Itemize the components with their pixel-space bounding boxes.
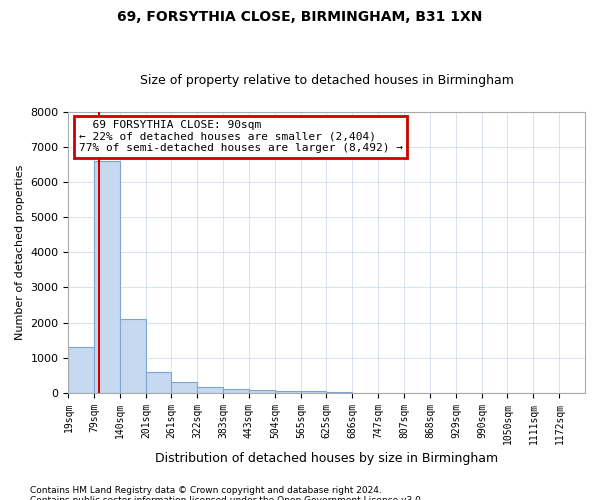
Bar [301,392,326,393]
Text: 69, FORSYTHIA CLOSE, BIRMINGHAM, B31 1XN: 69, FORSYTHIA CLOSE, BIRMINGHAM, B31 1XN [118,10,482,24]
Text: Contains HM Land Registry data © Crown copyright and database right 2024.: Contains HM Land Registry data © Crown c… [30,486,382,495]
Bar [275,391,301,393]
Bar [146,372,172,393]
Title: Size of property relative to detached houses in Birmingham: Size of property relative to detached ho… [140,74,514,87]
Bar [94,161,120,393]
Bar [172,382,197,393]
Bar [249,390,275,393]
Y-axis label: Number of detached properties: Number of detached properties [15,164,25,340]
Bar [68,347,94,393]
Bar [197,387,223,393]
Bar [120,319,146,393]
Text: Contains public sector information licensed under the Open Government Licence v3: Contains public sector information licen… [30,496,424,500]
Bar [223,390,249,393]
Bar [326,392,352,393]
X-axis label: Distribution of detached houses by size in Birmingham: Distribution of detached houses by size … [155,452,498,465]
Text: 69 FORSYTHIA CLOSE: 90sqm  
← 22% of detached houses are smaller (2,404)
77% of : 69 FORSYTHIA CLOSE: 90sqm ← 22% of detac… [79,120,403,154]
